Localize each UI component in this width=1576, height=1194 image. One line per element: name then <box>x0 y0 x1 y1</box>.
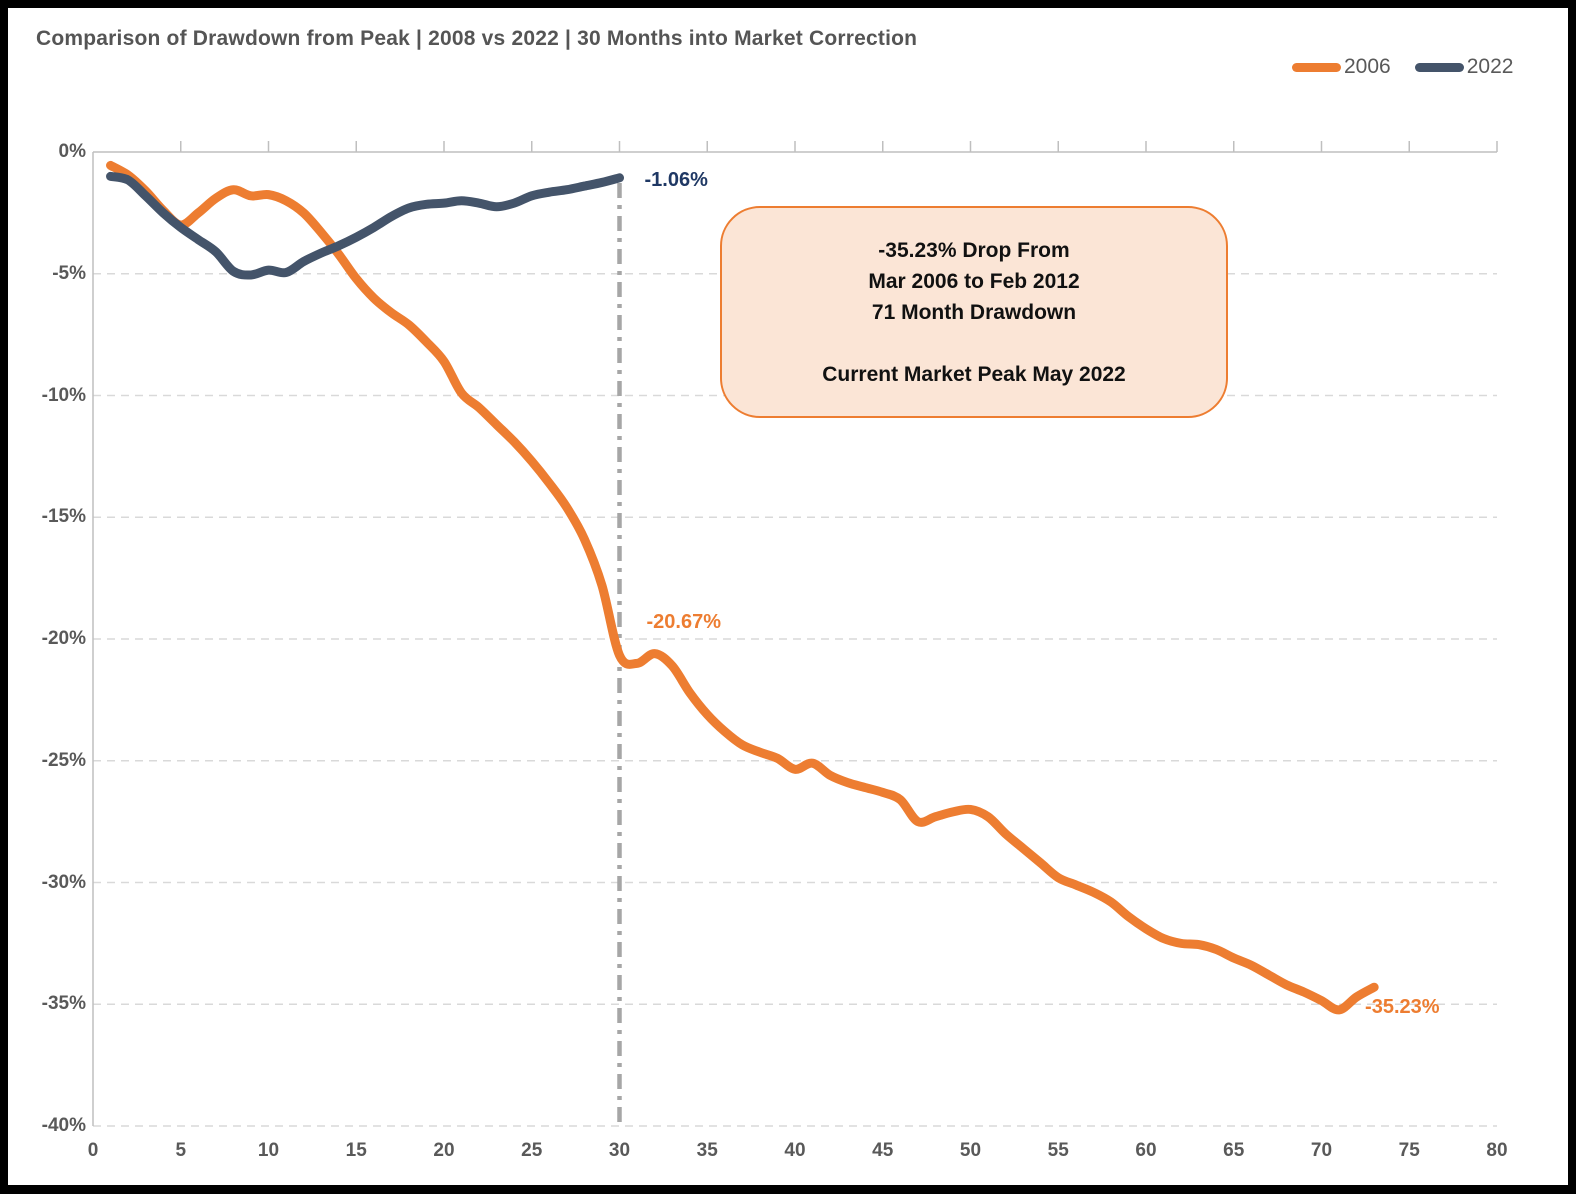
y-tick--15%: -15% <box>41 506 86 528</box>
chart-canvas: Comparison of Drawdown from Peak | 2008 … <box>8 8 1568 1185</box>
y-tick--10%: -10% <box>41 384 86 406</box>
x-tick-15: 15 <box>345 1140 367 1161</box>
legend-swatch-2006 <box>1292 62 1341 72</box>
data-label-2006-month71: -35.23% <box>1365 995 1440 1018</box>
y-tick--25%: -25% <box>41 749 86 771</box>
annotation-box: -35.23% Drop From Mar 2006 to Feb 2012 7… <box>720 206 1228 418</box>
x-tick-35: 35 <box>696 1140 718 1161</box>
y-tick--35%: -35% <box>41 993 86 1015</box>
x-tick-20: 20 <box>433 1140 455 1161</box>
legend-label-2006: 2006 <box>1344 55 1391 78</box>
x-tick-40: 40 <box>784 1140 806 1161</box>
legend: 2006 2022 <box>1292 55 1513 79</box>
x-axis-ticks <box>180 141 1498 152</box>
y-tick--20%: -20% <box>41 628 86 649</box>
x-tick-65: 65 <box>1223 1140 1245 1161</box>
x-tick-80: 80 <box>1486 1140 1508 1161</box>
x-tick-10: 10 <box>257 1140 280 1161</box>
y-tick--30%: -30% <box>41 871 86 893</box>
x-tick-75: 75 <box>1398 1140 1420 1161</box>
annotation-line-1: -35.23% Drop From <box>878 238 1070 262</box>
x-tick-60: 60 <box>1135 1140 1157 1161</box>
x-tick-45: 45 <box>872 1140 894 1161</box>
x-tick-5: 5 <box>175 1140 187 1161</box>
series-2006-line <box>106 160 1379 1015</box>
x-tick-55: 55 <box>1047 1140 1069 1161</box>
x-tick-25: 25 <box>521 1140 543 1161</box>
chart-title: Comparison of Drawdown from Peak | 2008 … <box>36 27 918 50</box>
annotation-line-2: Mar 2006 to Feb 2012 <box>868 269 1080 293</box>
y-tick--5%: -5% <box>52 262 86 284</box>
annotation-line-3: 71 Month Drawdown <box>871 300 1077 324</box>
x-tick-50: 50 <box>959 1140 982 1161</box>
legend-item-2006: 2006 <box>1292 55 1391 79</box>
legend-swatch-2022 <box>1414 62 1464 72</box>
x-tick-30: 30 <box>608 1140 631 1161</box>
series-2022-line <box>106 171 624 280</box>
legend-label-2022: 2022 <box>1466 55 1514 78</box>
x-tick-70: 70 <box>1310 1140 1333 1161</box>
y-tick--40%: -40% <box>41 1115 86 1136</box>
data-label-2006-month30: -20.67% <box>646 611 722 634</box>
line-chart <box>92 141 1498 1127</box>
x-tick-0: 0 <box>87 1140 99 1161</box>
legend-item-2022: 2022 <box>1414 55 1514 79</box>
data-label-2022-month30: -1.06% <box>644 168 708 191</box>
y-tick-0%: 0% <box>58 141 86 162</box>
annotation-line-4: Current Market Peak May 2022 <box>822 362 1126 386</box>
